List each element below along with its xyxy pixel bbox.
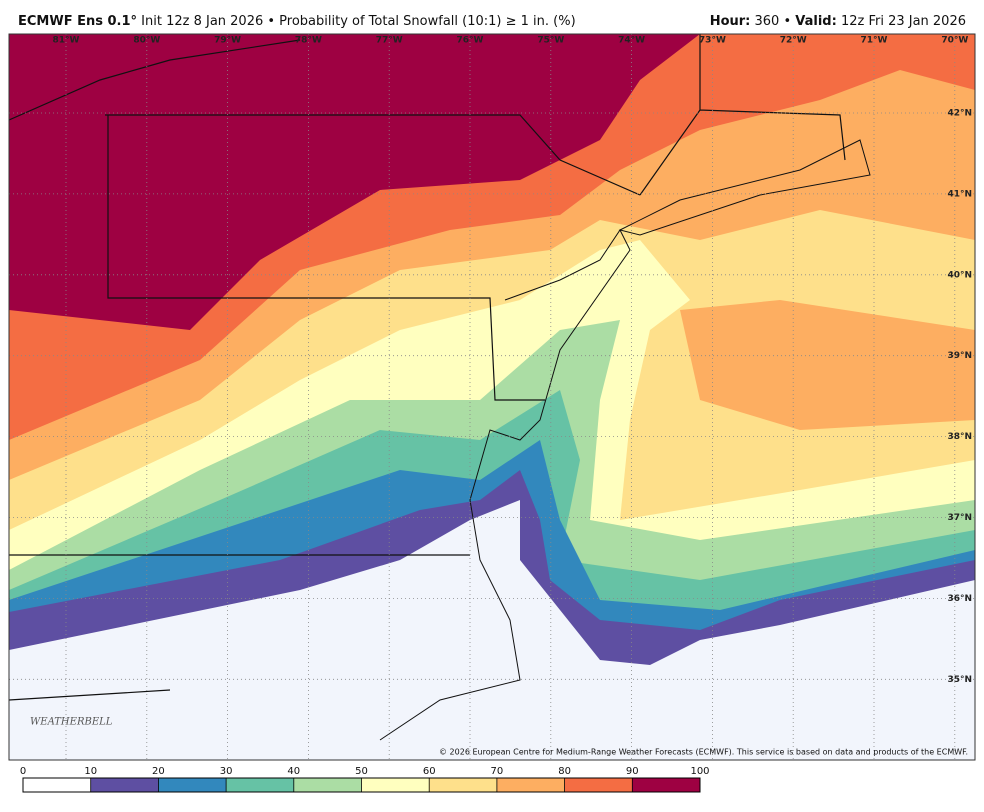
lat-label: 42°N: [947, 109, 972, 119]
colorbar-label: 80: [558, 766, 571, 777]
lon-label: 81°W: [53, 36, 80, 46]
lon-label: 77°W: [376, 36, 403, 46]
lat-label: 38°N: [947, 432, 972, 442]
colorbar-segment: [293, 778, 362, 792]
lat-label: 40°N: [947, 270, 972, 280]
coastline: [379, 139, 871, 741]
header-right: Hour: 360 • Valid: 12z Fri 23 Jan 2026: [710, 14, 966, 29]
colorbar-segment: [429, 778, 497, 792]
lon-label: 75°W: [537, 36, 564, 46]
colorbar-segment: [90, 778, 159, 792]
colorbar: 0 10 20 30 40 50 60 70 80 90 100: [20, 766, 710, 793]
colorbar-label: 90: [626, 766, 639, 777]
colorbar-label: 0: [20, 766, 26, 777]
lat-label: 39°N: [947, 351, 972, 361]
colorbar-segment: [226, 778, 294, 792]
copyright: © 2026 European Centre for Medium-Range …: [439, 748, 968, 757]
description: Init 12z 8 Jan 2026 • Probability of Tot…: [137, 14, 576, 29]
band: [9, 500, 975, 760]
lat-label: 36°N: [947, 594, 972, 604]
colorbar-label: 30: [220, 766, 233, 777]
lat-label: 41°N: [947, 189, 972, 199]
graticule: 81°W 80°W 79°W 78°W 77°W 76°W 75°W 74°W 73°W 72°W…: [9, 34, 975, 760]
valid-label: Valid:: [795, 14, 837, 29]
lon-label: 78°W: [295, 36, 322, 46]
lon-label: 73°W: [699, 36, 726, 46]
colorbar-segment: [361, 778, 430, 792]
valid: 12z Fri 23 Jan 2026: [837, 14, 966, 29]
colorbar-label: 60: [423, 766, 436, 777]
colorbar-label: 20: [152, 766, 165, 777]
header-left: ECMWF Ens 0.1° Init 12z 8 Jan 2026 • Pro…: [18, 14, 576, 29]
map-frame: [8, 33, 976, 761]
hour: 360 •: [750, 14, 795, 29]
lon-label: 72°W: [780, 36, 807, 46]
model: ECMWF Ens 0.1°: [18, 14, 137, 29]
colorbar-segment: [496, 778, 565, 792]
colorbar-segment: [158, 778, 227, 792]
colorbar-segment: [23, 778, 91, 792]
lat-label: 37°N: [947, 513, 972, 523]
colorbar-label: 40: [287, 766, 300, 777]
colorbar-segment: [632, 778, 700, 792]
colorbar-segment: [564, 778, 633, 792]
lon-label: 80°W: [133, 36, 160, 46]
logo: WEATHERBELL: [30, 717, 113, 728]
colorbar-label: 100: [690, 766, 709, 777]
band: [680, 300, 975, 430]
hour-label: Hour:: [710, 14, 751, 29]
map: [9, 34, 975, 760]
lon-label: 71°W: [861, 36, 888, 46]
boundary: [9, 34, 846, 701]
colorbar-label: 50: [355, 766, 368, 777]
colorbar-label: 70: [491, 766, 504, 777]
lon-label: 74°W: [618, 36, 645, 46]
lon-label: 76°W: [457, 36, 484, 46]
lat-label: 35°N: [947, 675, 972, 685]
lon-label: 70°W: [941, 36, 968, 46]
colorbar-label: 10: [84, 766, 97, 777]
lon-label: 79°W: [214, 36, 241, 46]
